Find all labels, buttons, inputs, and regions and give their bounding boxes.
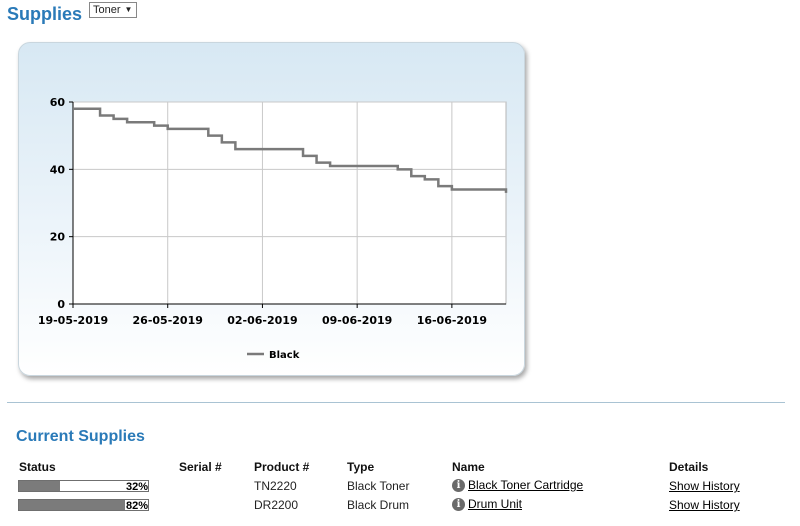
legend-label: Black: [269, 350, 300, 361]
x-tick-label: 26-05-2019: [133, 314, 203, 327]
type-cell: Black Drum: [347, 498, 410, 512]
x-tick-label: 19-05-2019: [38, 314, 108, 327]
header-name: Name: [452, 460, 485, 474]
show-history-link[interactable]: Show History: [669, 479, 740, 493]
x-tick-label: 16-06-2019: [417, 314, 487, 327]
page-title: Supplies: [7, 4, 83, 24]
info-icon[interactable]: i: [452, 498, 465, 512]
details-cell: Show History: [669, 498, 740, 512]
supply-name-link[interactable]: Black Toner Cartridge: [468, 478, 584, 492]
header-details: Details: [669, 460, 709, 474]
supply-name-link[interactable]: Drum Unit: [468, 497, 523, 511]
level-bar: 82%: [18, 499, 149, 512]
info-icon[interactable]: i: [452, 479, 465, 493]
type-cell: Black Toner: [347, 479, 410, 493]
header-serial: Serial #: [179, 460, 222, 474]
product-cell: DR2200: [254, 498, 299, 512]
level-bar: 32%: [18, 480, 149, 493]
current-supplies-title: Current Supplies: [16, 428, 145, 445]
y-tick-label: 0: [57, 298, 65, 311]
y-tick-label: 40: [50, 163, 66, 176]
plot-background: [72, 101, 507, 305]
x-tick-label: 02-06-2019: [227, 314, 297, 327]
level-percent: 82%: [125, 500, 148, 512]
header-status: Status: [19, 460, 56, 474]
series-line-black: [73, 107, 508, 193]
section-divider: [7, 402, 785, 403]
supply-type-select-value: Toner: [93, 4, 121, 16]
y-tick-label: 60: [50, 96, 66, 109]
name-cell: i Drum Unit: [452, 497, 523, 512]
product-cell: TN2220: [254, 479, 297, 493]
level-bar-fill: [19, 500, 125, 510]
supply-history-chart: 0 20 40 60 19-05-2019 26-05-2019 02-06-2019 09-…: [18, 42, 525, 376]
level-bar-fill: [19, 481, 61, 491]
dropdown-arrow-icon: ▼: [124, 5, 133, 14]
level-percent: 32%: [125, 481, 148, 493]
header-type: Type: [347, 460, 375, 474]
x-tick-label: 09-06-2019: [322, 314, 392, 327]
supply-type-select[interactable]: Toner ▼: [89, 2, 138, 18]
details-cell: Show History: [669, 479, 740, 493]
name-cell: i Black Toner Cartridge: [452, 478, 584, 493]
show-history-link[interactable]: Show History: [669, 498, 740, 512]
chart-svg: 0 20 40 60 19-05-2019 26-05-2019 02-06-2019 09-…: [38, 96, 508, 361]
header-product: Product #: [254, 460, 310, 474]
y-tick-label: 20: [50, 231, 66, 244]
